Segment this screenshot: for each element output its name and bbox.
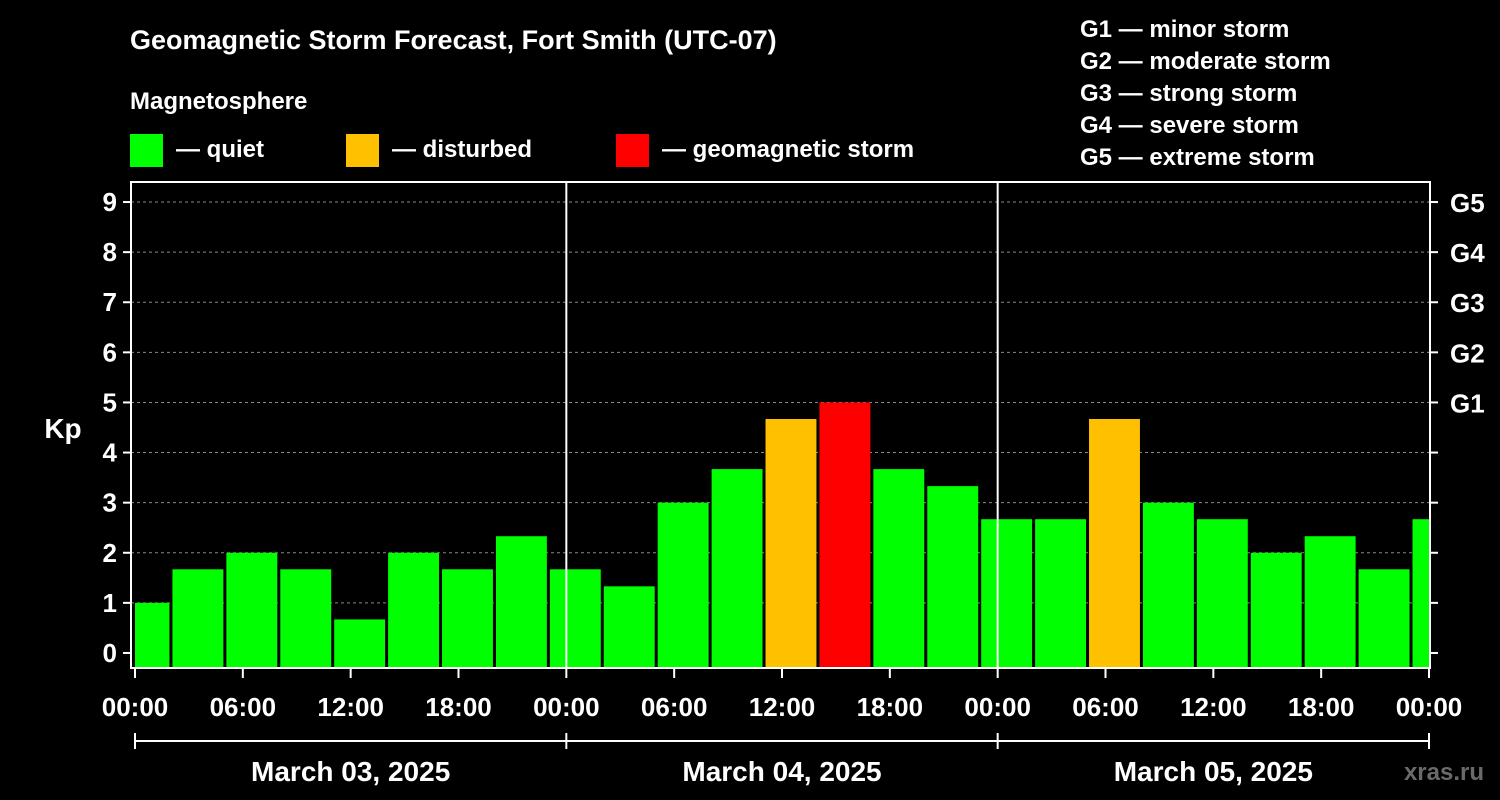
legend-title: Magnetosphere: [130, 88, 307, 115]
x-tick-label: 18:00: [1288, 692, 1355, 722]
kp-bar-quiet: [135, 602, 170, 668]
x-tick-label: 06:00: [641, 692, 708, 722]
kp-bar-quiet: [226, 552, 278, 668]
plot-border: [130, 181, 1431, 669]
kp-bar-disturbed: [1089, 418, 1140, 668]
legend-swatch-quiet: [130, 134, 163, 167]
plot-frame: [130, 181, 1431, 669]
legend-label-disturbed: — disturbed: [392, 136, 532, 163]
x-tick-label: 00:00: [964, 692, 1031, 722]
kp-bar-quiet: [172, 569, 224, 668]
date-label: March 04, 2025: [682, 756, 881, 787]
kp-bar-storm: [819, 402, 871, 668]
kp-bars: [135, 402, 1429, 668]
date-label: March 03, 2025: [251, 756, 450, 787]
storm-scale-item: G1 — minor storm: [1080, 16, 1289, 43]
kp-bar-quiet: [873, 469, 925, 668]
y-tick-label: 0: [103, 638, 117, 668]
chart-title: Geomagnetic Storm Forecast, Fort Smith (…: [130, 25, 777, 55]
kp-bar-quiet: [495, 536, 547, 668]
kp-bar-disturbed: [765, 418, 817, 668]
kp-bar-quiet: [711, 469, 763, 668]
kp-bar-quiet: [1250, 552, 1302, 668]
storm-scale-item: G3 — strong storm: [1080, 80, 1297, 107]
x-tick-label: 12:00: [1180, 692, 1247, 722]
g-scale-axis: G1 G2 G3 G4 G5: [1450, 188, 1485, 418]
kp-bar-quiet: [1304, 536, 1356, 668]
y-tick-label: 1: [103, 588, 117, 618]
color-legend: — quiet — disturbed — geomagnetic storm: [130, 134, 914, 167]
storm-scale-item: G5 — extreme storm: [1080, 144, 1315, 171]
y-tick-label: 6: [103, 337, 117, 367]
legend-swatch-disturbed: [346, 134, 379, 167]
kp-bar-quiet: [1412, 519, 1429, 668]
watermark: xras.ru: [1404, 759, 1484, 786]
g-scale-label: G2: [1450, 338, 1485, 368]
kp-bar-quiet: [1196, 519, 1248, 668]
x-tick-label: 00:00: [533, 692, 600, 722]
y-tick-label: 9: [103, 187, 117, 217]
kp-gridlines: [131, 201, 1430, 604]
kp-axis: 0 1 2 3 4 5 6 7 8 9: [103, 187, 1438, 668]
x-tick-label: 12:00: [317, 692, 384, 722]
kp-bar-quiet: [657, 502, 709, 668]
x-tick-label: 06:00: [1072, 692, 1139, 722]
kp-bar-quiet: [1358, 569, 1410, 668]
storm-scale-item: G2 — moderate storm: [1080, 48, 1331, 75]
kp-bar-quiet: [280, 569, 332, 668]
y-tick-label: 3: [103, 488, 117, 518]
x-tick-label: 06:00: [210, 692, 277, 722]
y-tick-label: 8: [103, 237, 117, 267]
kp-bar-quiet: [442, 569, 493, 668]
g-scale-label: G4: [1450, 238, 1485, 268]
g-scale-label: G3: [1450, 288, 1485, 318]
x-tick-label: 18:00: [425, 692, 492, 722]
y-tick-label: 4: [103, 438, 118, 468]
kp-bar-quiet: [388, 552, 440, 668]
kp-bar-quiet: [334, 619, 386, 668]
legend-label-storm: — geomagnetic storm: [662, 136, 914, 163]
g-scale-label: G1: [1450, 388, 1485, 418]
y-axis-label: Kp: [44, 413, 81, 444]
g-scale-label: G5: [1450, 188, 1485, 218]
date-label: March 05, 2025: [1114, 756, 1313, 787]
legend-label-quiet: — quiet: [176, 136, 264, 163]
kp-bar-quiet: [981, 519, 1033, 668]
kp-bar-quiet: [927, 486, 979, 668]
kp-bar-quiet: [1142, 502, 1194, 668]
storm-scale-item: G4 — severe storm: [1080, 112, 1299, 139]
y-tick-label: 5: [103, 387, 117, 417]
date-axis: March 03, 2025 March 04, 2025 March 05, 20…: [134, 733, 1430, 787]
x-tick-label: 18:00: [857, 692, 924, 722]
x-tick-label: 00:00: [1396, 692, 1463, 722]
legend-swatch-storm: [616, 134, 649, 167]
kp-bar-quiet: [1035, 519, 1087, 668]
y-tick-label: 2: [103, 538, 117, 568]
storm-scale-legend: G1 — minor storm G2 — moderate storm G3 — …: [1080, 16, 1331, 171]
x-tick-label: 12:00: [749, 692, 816, 722]
kp-bar-quiet: [549, 569, 601, 668]
x-tick-label: 00:00: [102, 692, 169, 722]
time-axis: 00:00 06:00 12:00 18:00 00:00 06:00 12:00 18:00…: [102, 668, 1463, 722]
y-tick-label: 7: [103, 287, 117, 317]
kp-bar-quiet: [603, 586, 655, 668]
